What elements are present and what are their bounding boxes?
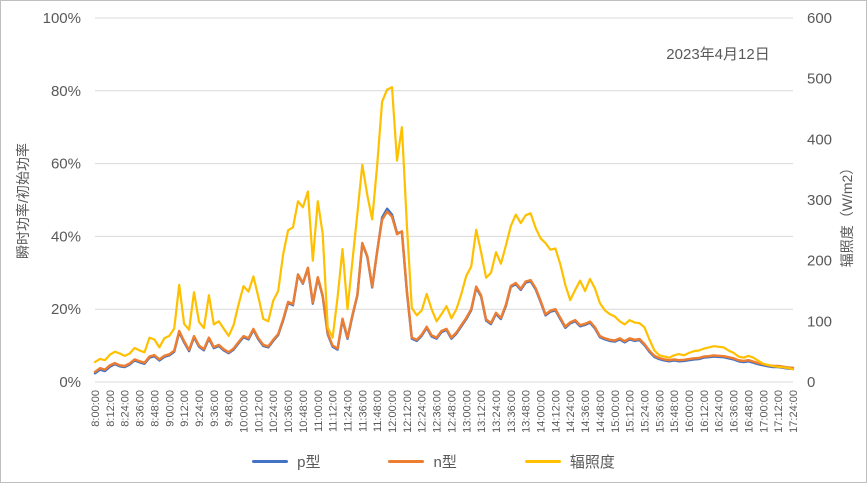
y-axis-left-tick-label: 20%: [51, 301, 81, 318]
x-axis-tick-label: 13:36:00: [506, 390, 518, 433]
y-axis-right-tick-label: 0: [807, 374, 815, 391]
y-axis-left-labels: 100% 80% 60% 40% 20% 0%: [43, 10, 81, 391]
y-axis-right-tick-label: 300: [807, 192, 832, 209]
series-辐照度: [93, 86, 795, 371]
right-axis-title: 辐照度（W/m2）: [839, 160, 855, 268]
y-axis-left-tick-label: 60%: [51, 156, 81, 173]
x-axis-tick-label: 10:48:00: [298, 390, 310, 433]
series-p型: [93, 207, 795, 375]
legend-item-irradiance: 辐照度: [524, 451, 615, 472]
legend-swatch-n-line: [388, 459, 425, 464]
series-line-辐照度: [93, 86, 795, 371]
legend-item-n: n型: [388, 451, 457, 472]
y-axis-right-labels: 600 500 400 300 200 100 0: [807, 10, 832, 391]
x-axis-tick-label: 10:12:00: [253, 390, 265, 433]
x-axis-tick-label: 9:00:00: [164, 390, 176, 427]
x-axis-tick-label: 8:24:00: [120, 390, 132, 427]
x-axis-tick-label: 12:36:00: [432, 390, 444, 433]
x-axis-tick-label: 16:24:00: [714, 390, 726, 433]
legend-label-n: n型: [433, 454, 457, 471]
y-axis-left-tick-label: 100%: [43, 10, 81, 27]
x-axis-tick-label: 11:00:00: [313, 390, 325, 432]
series-line-p型: [93, 207, 795, 375]
x-axis-tick-label: 16:48:00: [743, 390, 755, 433]
y-axis-right-tick-label: 600: [807, 10, 832, 27]
x-axis-tick-label: 11:24:00: [342, 390, 354, 432]
x-axis-labels: 8:00:00 8:12:00 8:24:00 8:36:00 8:48:00 9:00:…: [90, 390, 800, 433]
x-axis-tick-label: 11:12:00: [328, 390, 340, 432]
x-axis-tick-label: 17:00:00: [758, 390, 770, 433]
x-axis-tick-label: 8:48:00: [149, 390, 161, 427]
legend-label-p: p型: [297, 454, 321, 471]
x-axis-tick-label: 13:00:00: [461, 390, 473, 433]
x-axis-tick-label: 11:36:00: [357, 390, 369, 432]
series-line-n型: [93, 210, 795, 373]
x-axis-tick-label: 14:24:00: [565, 390, 577, 433]
legend-label-irradiance: 辐照度: [569, 454, 615, 471]
y-axis-left-tick-label: 80%: [51, 83, 81, 100]
x-axis-tick-label: 9:24:00: [194, 390, 206, 427]
x-axis-tick-label: 15:48:00: [669, 390, 681, 433]
x-axis-tick-label: 12:12:00: [402, 390, 414, 433]
x-axis-tick-label: 13:48:00: [521, 390, 533, 433]
x-axis-tick-label: 16:12:00: [699, 390, 711, 433]
x-axis-tick-label: 8:00:00: [90, 390, 102, 427]
x-axis-tick-label: 8:12:00: [105, 390, 117, 427]
x-axis-tick-label: 15:36:00: [654, 390, 666, 433]
legend-swatch-irradiance-line: [524, 459, 561, 464]
x-axis-tick-label: 10:24:00: [268, 390, 280, 433]
legend: p型 n型 辐照度: [1, 451, 866, 472]
y-axis-left-tick-label: 0%: [59, 374, 81, 391]
x-axis-tick-label: 16:00:00: [684, 390, 696, 433]
x-axis-tick-label: 9:48:00: [224, 390, 236, 427]
legend-item-p: p型: [252, 451, 320, 472]
date-annotation: 2023年4月12日: [666, 46, 770, 63]
x-axis-tick-label: 10:36:00: [283, 390, 295, 433]
series-n型: [93, 210, 795, 373]
x-axis-tick-label: 14:36:00: [580, 390, 592, 433]
x-axis-tick-label: 13:12:00: [476, 390, 488, 433]
x-axis-tick-label: 17:12:00: [773, 390, 785, 433]
y-axis-right-tick-label: 100: [807, 313, 832, 330]
x-axis-tick-label: 17:24:00: [788, 390, 800, 433]
gridlines: [95, 17, 793, 383]
left-axis-title: 瞬时功率/初始功率: [15, 143, 31, 259]
y-axis-right-tick-label: 200: [807, 253, 832, 270]
x-axis-tick-label: 9:12:00: [179, 390, 191, 427]
y-axis-right-tick-label: 400: [807, 131, 832, 148]
x-axis-tick-label: 14:12:00: [550, 390, 562, 433]
x-axis-tick-label: 8:36:00: [135, 390, 147, 427]
x-axis-tick-label: 16:36:00: [729, 390, 741, 433]
y-axis-right-tick-label: 500: [807, 71, 832, 88]
x-axis-tick-label: 13:24:00: [491, 390, 503, 433]
x-axis-tick-label: 9:36:00: [209, 390, 221, 427]
x-axis-tick-label: 11:48:00: [372, 390, 384, 432]
x-axis-tick-label: 14:48:00: [595, 390, 607, 433]
x-axis-tick-label: 12:48:00: [446, 390, 458, 433]
x-axis-tick-label: 15:24:00: [639, 390, 651, 433]
x-axis-tick-label: 15:00:00: [610, 390, 622, 433]
legend-swatch-p-line: [252, 459, 289, 464]
x-axis-tick-label: 12:24:00: [417, 390, 429, 433]
x-axis-tick-label: 10:00:00: [239, 390, 251, 433]
x-axis-tick-label: 14:00:00: [536, 390, 548, 433]
y-axis-left-tick-label: 40%: [51, 228, 81, 245]
x-axis-tick-label: 15:12:00: [625, 390, 637, 433]
x-axis-tick-label: 12:00:00: [387, 390, 399, 433]
